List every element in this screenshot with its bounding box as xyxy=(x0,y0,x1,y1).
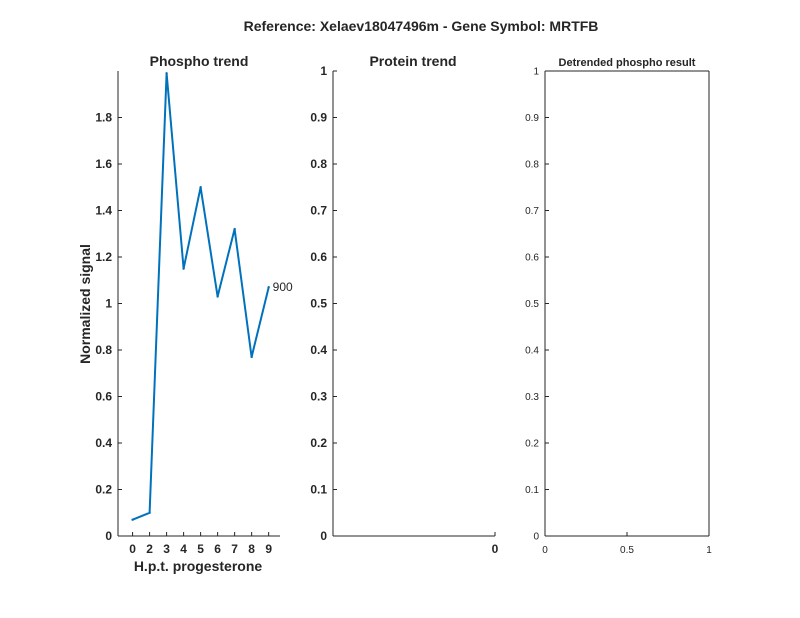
detrended-y-tick-label: 0.6 xyxy=(525,253,539,264)
protein-y-tick-label: 1 xyxy=(320,64,327,78)
phospho-x-tick-label: 7 xyxy=(231,542,238,556)
phospho-x-tick-label: 0 xyxy=(129,542,136,556)
protein-y-tick-label: 0.2 xyxy=(310,436,327,450)
protein-y-tick-label: 0.6 xyxy=(310,250,327,264)
phospho-x-tick-label: 8 xyxy=(248,542,255,556)
phospho-y-tick-label: 1.4 xyxy=(95,204,112,218)
phospho-x-tick-label: 3 xyxy=(163,542,170,556)
phospho-x-tick-label: 5 xyxy=(197,542,204,556)
protein-y-tick-label: 0.1 xyxy=(310,483,327,497)
phospho-x-tick-label: 6 xyxy=(214,542,221,556)
protein-y-tick-label: 0.7 xyxy=(310,204,327,218)
phospho-data-point xyxy=(216,295,219,298)
detrended-y-tick-label: 1 xyxy=(533,67,539,78)
detrended-y-tick-label: 0.3 xyxy=(525,392,539,403)
protein-y-tick-label: 0 xyxy=(320,529,327,543)
protein-x-tick-label: 0 xyxy=(492,542,499,556)
phospho-trend-title: Phospho trend xyxy=(150,53,249,69)
detrended-y-tick-label: 0.4 xyxy=(525,346,539,357)
phospho-y-tick-label: 0.6 xyxy=(95,390,112,404)
phospho-x-tick-label: 2 xyxy=(146,542,153,556)
phospho-data-point xyxy=(131,518,134,521)
protein-y-tick-label: 0.4 xyxy=(310,343,327,357)
detrended-y-tick-label: 0.9 xyxy=(525,113,539,124)
protein-trend-title: Protein trend xyxy=(369,53,456,69)
protein-y-tick-label: 0.3 xyxy=(310,390,327,404)
detrended-y-tick-label: 0.5 xyxy=(525,299,539,310)
detrended-phospho-panel: Detrended phospho result 0 0.1 0.2 0.3 0.4 0.… xyxy=(525,57,712,556)
detrended-y-tick-label: 0.8 xyxy=(525,160,539,171)
detrended-phospho-title: Detrended phospho result xyxy=(559,57,696,69)
phospho-y-tick-label: 0.8 xyxy=(95,343,112,357)
phospho-y-tick-label: 1.2 xyxy=(95,250,112,264)
phospho-y-tick-label: 0 xyxy=(105,529,112,543)
phospho-data-point xyxy=(199,186,202,189)
figure-suptitle: Reference: Xelaev18047496m - Gene Symbol… xyxy=(244,18,599,34)
protein-y-tick-label: 0.8 xyxy=(310,157,327,171)
phospho-data-point xyxy=(250,355,253,359)
phospho-x-tick-label: 4 xyxy=(180,542,187,556)
phospho-y-tick-label: 0.2 xyxy=(95,483,112,497)
phospho-y-tick-label: 1 xyxy=(105,297,112,311)
detrended-y-tick-label: 0.1 xyxy=(525,485,539,496)
phospho-x-tick-label: 9 xyxy=(265,542,272,556)
phospho-y-tick-label: 0.4 xyxy=(95,436,112,450)
detrended-x-tick-label: 1 xyxy=(706,545,712,556)
phospho-data-point xyxy=(182,267,185,270)
detrended-y-tick-label: 0.2 xyxy=(525,439,539,450)
phospho-data-point xyxy=(233,227,236,231)
protein-y-tick-label: 0.9 xyxy=(310,111,327,125)
detrended-y-tick-label: 0 xyxy=(533,532,539,543)
phospho-data-point xyxy=(267,286,270,289)
phospho-data-point xyxy=(148,511,151,514)
phospho-series-end-label: 900 xyxy=(273,280,293,294)
detrended-x-tick-label: 0 xyxy=(542,545,548,556)
protein-trend-panel: Protein trend 0 0.1 0.2 0.3 0.4 0.5 0.6 0.7 0.8 0… xyxy=(310,53,498,556)
detrended-x-tick-label: 0.5 xyxy=(620,545,634,556)
phospho-data-point xyxy=(165,72,168,75)
detrended-y-tick-label: 0.7 xyxy=(525,206,539,217)
phospho-y-tick-label: 1.6 xyxy=(95,157,112,171)
phospho-trend-panel: Phospho trend H.p.t. progesterone Normal… xyxy=(77,53,293,574)
phospho-y-tick-label: 1.8 xyxy=(95,111,112,125)
protein-y-tick-label: 0.5 xyxy=(310,297,327,311)
phospho-x-axis-label: H.p.t. progesterone xyxy=(134,558,263,574)
phospho-y-axis-label: Normalized signal xyxy=(77,244,93,364)
